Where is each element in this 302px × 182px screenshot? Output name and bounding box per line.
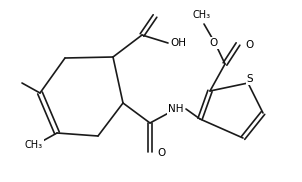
Text: O: O — [245, 40, 253, 50]
Text: O: O — [210, 38, 218, 48]
Text: CH₃: CH₃ — [193, 10, 211, 20]
Text: CH₃: CH₃ — [25, 140, 43, 150]
Text: NH: NH — [168, 104, 184, 114]
Text: OH: OH — [170, 38, 186, 48]
Text: S: S — [247, 74, 253, 84]
Text: O: O — [157, 148, 165, 158]
